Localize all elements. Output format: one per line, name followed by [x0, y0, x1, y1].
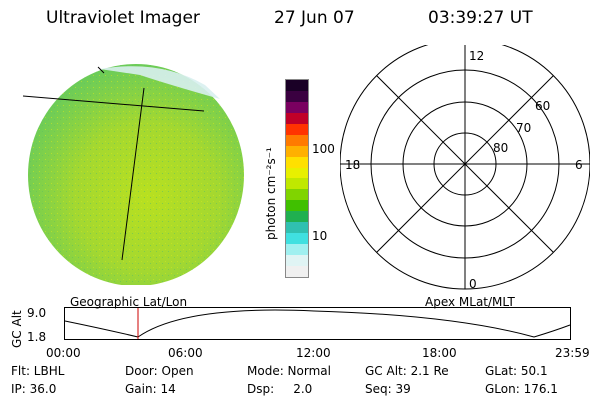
mlt-label-0: 0: [469, 277, 477, 291]
colorbar-segment: [286, 80, 308, 91]
colorbar: [285, 79, 309, 278]
colorbar-segment: [286, 200, 308, 212]
gc-alt-info: GC Alt: 2.1 Re: [365, 364, 449, 378]
geographic-label: Geographic Lat/Lon: [70, 295, 188, 309]
instrument-title: Ultraviolet Imager: [46, 8, 200, 28]
x-tick-0000: 00:00: [46, 346, 81, 360]
polar-plot: 12 18 6 0 60 70 80: [340, 45, 590, 291]
colorbar-segment: [286, 90, 308, 102]
mlt-label-12: 12: [469, 49, 484, 63]
x-tick-1200: 12:00: [296, 346, 331, 360]
colorbar-segment: [286, 167, 308, 179]
seq-info: Seq: 39: [365, 382, 411, 396]
colorbar-segment: [286, 211, 308, 223]
x-tick-2359: 23:59: [555, 346, 590, 360]
altitude-curve: [64, 309, 571, 338]
filter-info: Flt: LBHL: [11, 364, 65, 378]
mlt-label-18: 18: [345, 158, 360, 172]
colorbar-segment: [286, 265, 308, 277]
colorbar-segment: [286, 233, 308, 245]
door-info: Door: Open: [125, 364, 194, 378]
mlat-label-60: 60: [535, 99, 550, 113]
colorbar-segment: [286, 123, 308, 135]
colorbar-segment: [286, 244, 308, 255]
colorbar-segment: [286, 222, 308, 234]
mlt-label-6: 6: [575, 158, 583, 172]
colorbar-tick-10: 10: [312, 229, 328, 243]
limb-glow: [100, 66, 220, 99]
colorbar-segment: [286, 112, 308, 124]
mlat-label-80: 80: [493, 141, 508, 155]
time-label: 03:39:27 UT: [428, 8, 533, 28]
uv-image: [22, 64, 244, 285]
colorbar-segment: [286, 134, 308, 146]
mode-info: Mode: Normal: [247, 364, 331, 378]
date-label: 27 Jun 07: [274, 8, 355, 28]
colorbar-segment: [286, 189, 308, 201]
ip-info: IP: 36.0: [11, 382, 57, 396]
colorbar-segment: [286, 178, 308, 190]
colorbar-segment: [286, 156, 308, 168]
gain-info: Gain: 14: [125, 382, 176, 396]
geo-longitude-line: [121, 87, 145, 261]
dsp-info: Dsp: 2.0: [247, 382, 313, 396]
colorbar-tick-100: 100: [312, 142, 335, 156]
y-tick-1-8: 1.8: [27, 330, 47, 344]
colorbar-unit-label: photon cm⁻²s⁻¹: [264, 147, 278, 240]
y-tick-9: 9.0: [27, 306, 47, 320]
glat-info: GLat: 50.1: [485, 364, 548, 378]
colorbar-segment: [286, 101, 308, 113]
x-tick-0600: 06:00: [168, 346, 203, 360]
altitude-timeline: [64, 307, 571, 340]
colorbar-segment: [286, 255, 308, 266]
x-tick-1800: 18:00: [422, 346, 457, 360]
apex-label: Apex MLat/MLT: [425, 295, 515, 309]
geo-latitude-line: [22, 95, 205, 112]
mlat-label-70: 70: [516, 121, 531, 135]
glon-info: GLon: 176.1: [485, 382, 558, 396]
colorbar-segment: [286, 145, 308, 157]
gc-alt-axis-label: GC Alt: [10, 310, 24, 348]
